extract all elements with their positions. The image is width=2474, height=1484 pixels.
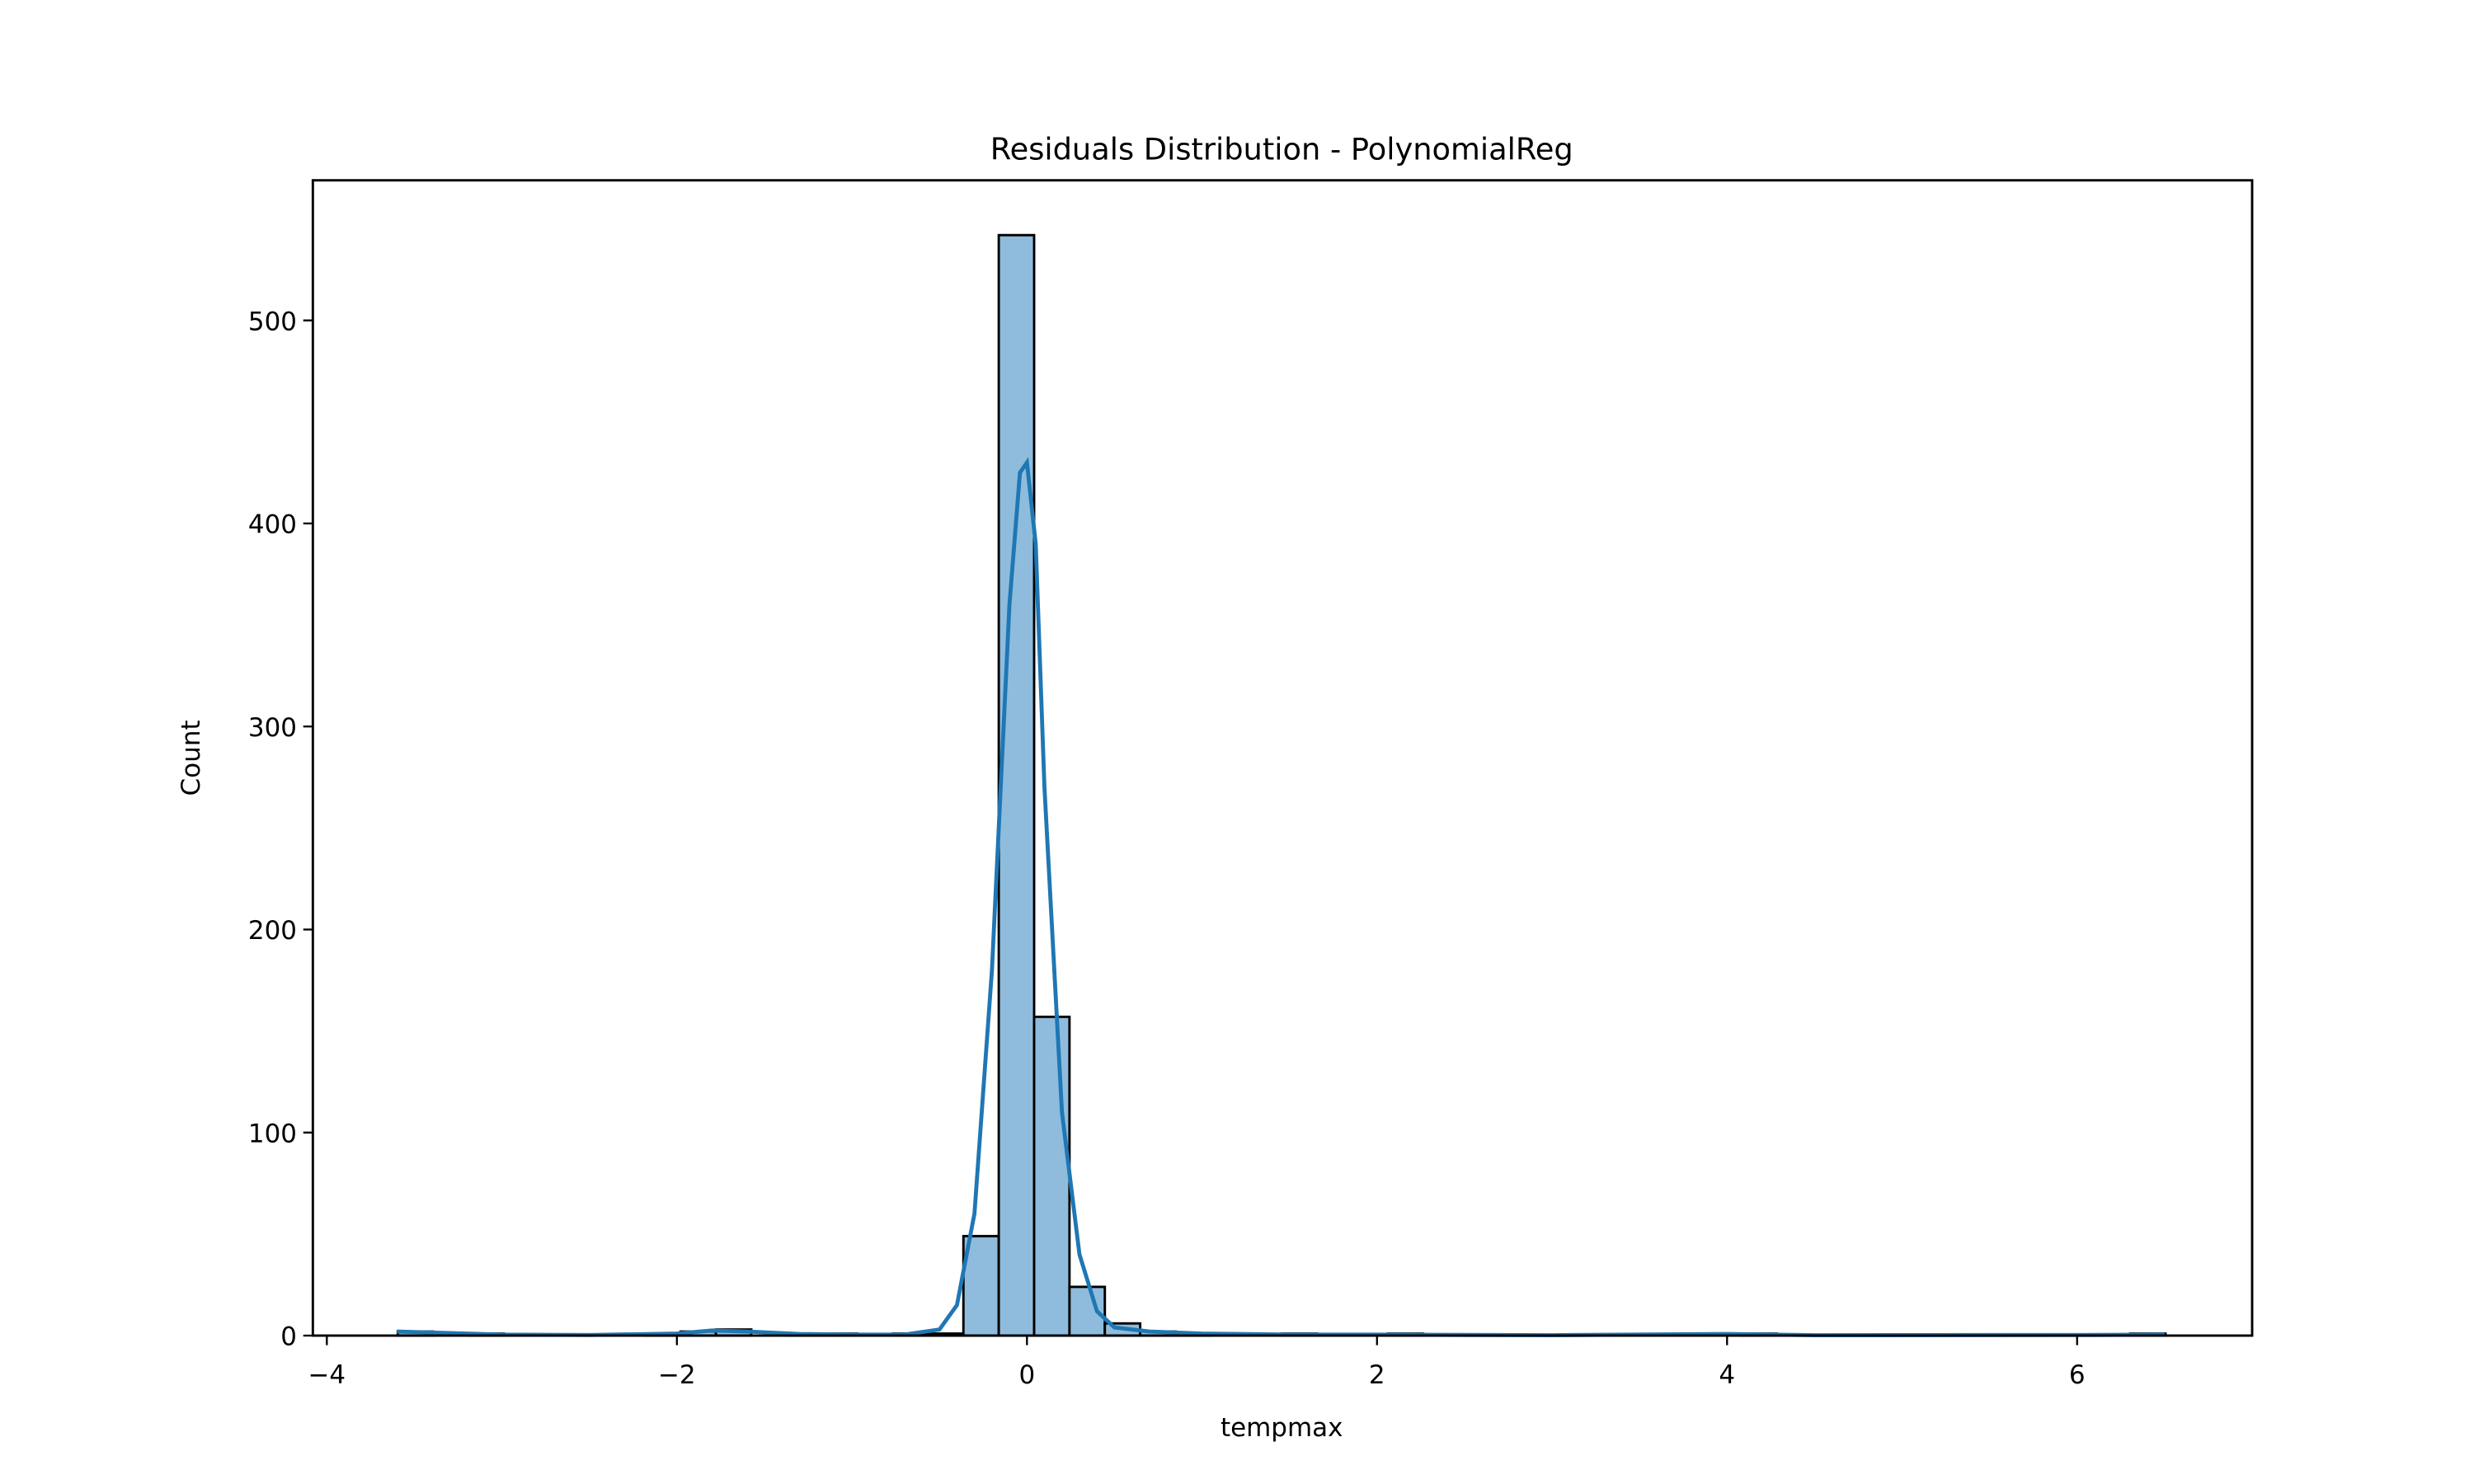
- y-tick-label: 0: [280, 1322, 297, 1352]
- y-tick-label: 500: [248, 307, 297, 336]
- x-tick-label: −4: [308, 1360, 346, 1390]
- y-tick-label: 200: [248, 916, 297, 946]
- y-tick-label: 400: [248, 510, 297, 540]
- x-tick-label: 4: [1719, 1360, 1735, 1390]
- x-tick-label: 2: [1369, 1360, 1385, 1390]
- bar: [962, 1234, 1000, 1337]
- chart-title: Residuals Distribution - PolynomialReg: [990, 132, 1573, 167]
- y-tick-label: 100: [248, 1119, 297, 1148]
- x-tick-label: 6: [2069, 1360, 2086, 1390]
- plot-frame: [311, 179, 2254, 1337]
- x-axis-label: tempmax: [1221, 1413, 1343, 1443]
- y-axis-label: Count: [176, 720, 206, 796]
- bar: [1032, 1015, 1071, 1337]
- x-tick-label: −2: [658, 1360, 696, 1390]
- y-tick-label: 300: [248, 713, 297, 743]
- x-tick-label: 0: [1018, 1360, 1035, 1390]
- bar: [997, 233, 1036, 1337]
